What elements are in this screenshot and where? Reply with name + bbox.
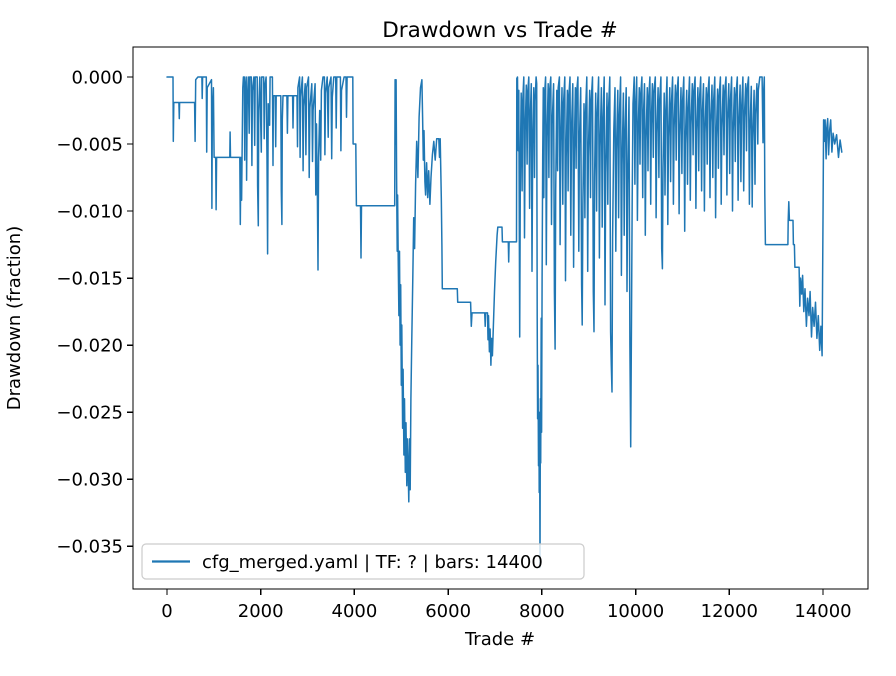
legend-label: cfg_merged.yaml | TF: ? | bars: 14400 — [202, 552, 543, 573]
chart-title: Drawdown vs Trade # — [382, 18, 617, 43]
y-tick-label: −0.010 — [56, 202, 123, 223]
x-tick-label: 12000 — [701, 601, 758, 622]
y-tick-label: −0.030 — [56, 470, 123, 491]
y-tick-label: −0.015 — [56, 269, 123, 290]
y-tick-label: 0.000 — [71, 68, 123, 89]
x-axis-label: Trade # — [464, 629, 535, 650]
x-tick-label: 10000 — [607, 601, 664, 622]
legend-box — [141, 543, 585, 580]
drawdown-line — [166, 76, 843, 569]
y-tick-label: −0.025 — [56, 403, 123, 424]
plot-border — [132, 46, 869, 590]
x-axis-ticks: 0 2000 4000 6000 8000 10000 12000 14000 — [161, 589, 852, 622]
x-tick-label: 4000 — [332, 601, 378, 622]
y-axis-ticks: 0.000 −0.005 −0.010 −0.015 −0.020 −0.025 −0.03… — [56, 68, 133, 558]
legend: cfg_merged.yaml | TF: ? | bars: 14400 — [141, 543, 585, 580]
y-tick-label: −0.020 — [56, 336, 123, 357]
y-tick-label: −0.035 — [56, 537, 123, 558]
x-tick-label: 2000 — [238, 601, 284, 622]
y-axis-label: Drawdown (fraction) — [4, 226, 25, 411]
x-tick-label: 6000 — [425, 601, 471, 622]
x-tick-label: 14000 — [794, 601, 851, 622]
x-tick-label: 0 — [161, 601, 172, 622]
y-tick-label: −0.005 — [56, 135, 123, 156]
x-tick-label: 8000 — [519, 601, 565, 622]
